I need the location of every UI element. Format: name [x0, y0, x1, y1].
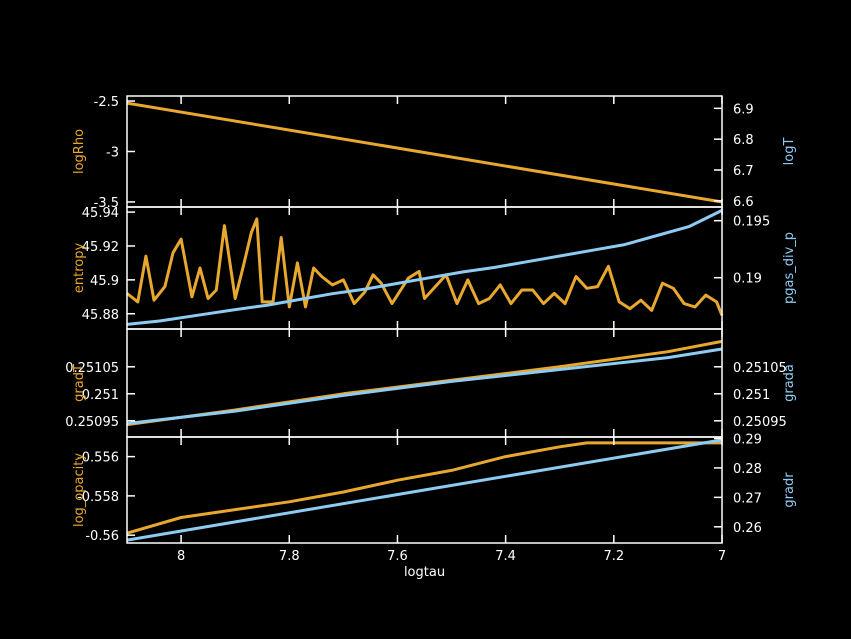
panel-4-frame — [126, 436, 723, 544]
left-axis-label: log_opacity — [72, 453, 87, 527]
right-tick-label: 6.8 — [733, 133, 754, 148]
panel-2-series-left — [126, 217, 724, 316]
left-axis-label: entropy — [72, 243, 87, 294]
left-tick-label: 0.251 — [82, 388, 119, 403]
panel-2-series-right — [126, 209, 723, 326]
x-tick-label: 7.6 — [387, 549, 408, 564]
left-tick-label: 45.88 — [82, 308, 119, 323]
right-tick-label: 0.19 — [733, 272, 762, 287]
right-tick-label: 0.195 — [733, 215, 770, 230]
right-tick-label: 0.26 — [733, 521, 762, 536]
right-tick-label: 0.27 — [733, 491, 762, 506]
right-tick-label: 0.251 — [733, 388, 770, 403]
right-axis-label: gradr — [782, 472, 797, 508]
right-tick-label: 0.28 — [733, 462, 762, 477]
right-axis-label: grada — [782, 364, 797, 402]
panel-2-frame — [126, 206, 723, 330]
x-tick-label: 7.8 — [279, 549, 300, 564]
left-tick-label: -0.56 — [85, 529, 119, 544]
left-tick-label: 45.94 — [82, 206, 119, 221]
right-tick-label: 6.7 — [733, 164, 754, 179]
left-tick-label: 45.92 — [82, 240, 119, 255]
right-axis-label: pgas_div_p — [782, 232, 797, 304]
x-tick-label: 8 — [177, 549, 185, 564]
left-tick-label: 45.9 — [90, 274, 119, 289]
panel-3-series-right — [126, 347, 723, 425]
right-tick-label: 6.9 — [733, 102, 754, 117]
left-tick-label: -3 — [106, 146, 119, 161]
x-tick-label: 7 — [718, 549, 726, 564]
panel-1-series-left — [126, 101, 723, 204]
left-axis-label: gradT — [72, 364, 87, 402]
x-tick-label: 7.2 — [603, 549, 624, 564]
left-tick-label: -2.5 — [94, 95, 119, 110]
right-tick-label: 6.6 — [733, 195, 754, 210]
right-tick-label: 0.25105 — [733, 361, 787, 376]
left-tick-label: -0.556 — [77, 451, 119, 466]
left-tick-label: -0.558 — [77, 490, 119, 505]
left-axis-label: logRho — [72, 129, 87, 174]
left-tick-label: 0.25105 — [65, 361, 119, 376]
x-axis-label: logtau — [404, 565, 445, 580]
panel-4-series-right — [126, 438, 723, 542]
right-axis-label: logT — [782, 138, 797, 166]
x-tick-label: 7.4 — [495, 549, 516, 564]
right-tick-label: 0.29 — [733, 432, 762, 447]
left-tick-label: -3.5 — [94, 196, 119, 211]
left-tick-label: 0.25095 — [65, 415, 119, 430]
right-tick-label: 0.25095 — [733, 415, 787, 430]
